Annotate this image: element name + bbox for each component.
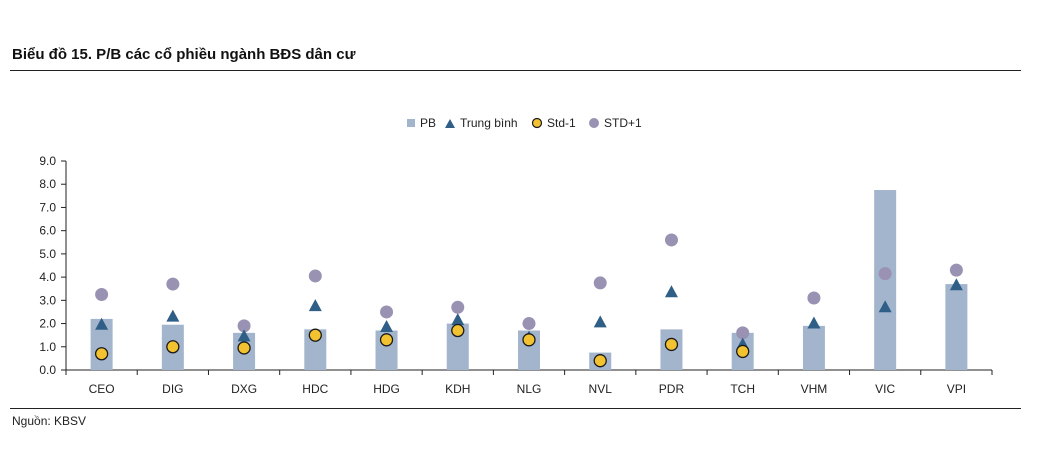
std-plus-point [878,267,892,281]
std-plus-point [664,233,678,247]
average-triangle-point [95,317,109,330]
average-triangle-point [308,299,322,312]
x-category-label: CEO [89,382,115,396]
average-triangle-point [878,300,892,313]
std-minus-point [166,340,180,354]
average-triangle-point [380,320,394,333]
std-plus-point [166,277,180,291]
std-plus-point [949,263,963,277]
x-category-label: HDG [373,382,400,396]
average-triangle-point [807,316,821,329]
chart-title: Biểu đồ 15. P/B các cổ phiều ngành BĐS d… [12,46,356,63]
pb-bar [304,329,327,370]
y-tick-label: 0.0 [39,363,56,377]
chart-legend: PB Trung bình Std-1 STD+1 [0,116,1042,134]
std-minus-point [308,328,322,342]
x-category-label: DXG [231,382,257,396]
std-minus-point [94,347,109,361]
x-category-label: DIG [162,382,183,396]
std-plus-point [807,291,821,305]
std-minus-point [736,344,750,359]
std-minus-point [379,333,394,347]
y-tick-label: 3.0 [39,293,56,307]
chart-axes: 0.0 1.0 2.0 3.0 4.0 5.0 6.0 7.0 8.0 9.0 CEO DIG DXG H… [39,154,993,396]
std-plus-point [451,300,465,314]
legend-trung-binh: Trung bình [444,116,518,130]
std-plus-point [95,288,109,302]
average-triangle-point [949,278,963,291]
legend-pb-swatch-icon [407,119,415,127]
y-tick-label: 7.0 [39,200,56,214]
y-tick-label: 4.0 [39,270,56,284]
x-category-label: KDH [445,382,470,396]
x-category-label: HDC [302,382,328,396]
x-category-label: VHM [801,382,828,396]
std-plus-point [237,319,251,333]
average-triangle-point [237,329,251,342]
legend-yellow-circle-icon [531,117,543,129]
legend-std-plus: STD+1 [588,116,642,130]
std-plus-point [522,317,536,331]
bottom-divider [10,408,1021,409]
x-category-label: VPI [947,382,966,396]
std-minus-point [451,323,465,338]
y-tick-label: 9.0 [39,154,56,168]
x-category-label: TCH [730,382,755,396]
average-triangle-point [593,315,607,328]
std-minus-point [664,337,679,352]
y-tick-label: 1.0 [39,340,56,354]
std-plus-point [308,269,322,283]
x-category-label: NVL [589,382,613,396]
x-category-label: VIC [875,382,895,396]
std-minus-point [593,354,607,368]
std-minus-point [522,333,536,347]
average-triangle-point [451,313,465,326]
legend-triangle-icon [445,118,455,128]
legend-trung-binh-label: Trung bình [460,116,518,130]
std-minus-point [237,341,251,355]
top-divider [10,70,1021,71]
legend-purple-circle-icon [589,118,599,128]
legend-pb-label: PB [420,116,437,130]
chart-markers [94,233,963,368]
pb-bar [802,325,825,370]
legend-pb: PB [406,116,436,130]
pb-bar [446,323,469,370]
x-category-label: PDR [659,382,685,396]
std-plus-point [736,326,750,340]
average-triangle-point [664,285,678,298]
legend-std-minus: Std-1 [531,116,576,130]
average-triangle-point [166,309,180,322]
x-category-label: NLG [517,382,542,396]
std-plus-point [593,276,607,290]
legend-std-plus-label: STD+1 [604,116,642,130]
source-note: Nguồn: KBSV [12,414,87,428]
legend-std-minus-label: Std-1 [547,116,576,130]
y-tick-label: 8.0 [39,177,56,191]
pb-bar [945,284,968,370]
std-plus-point [380,305,394,319]
y-tick-label: 2.0 [39,317,56,331]
y-tick-label: 6.0 [39,224,56,238]
y-tick-label: 5.0 [39,247,56,261]
